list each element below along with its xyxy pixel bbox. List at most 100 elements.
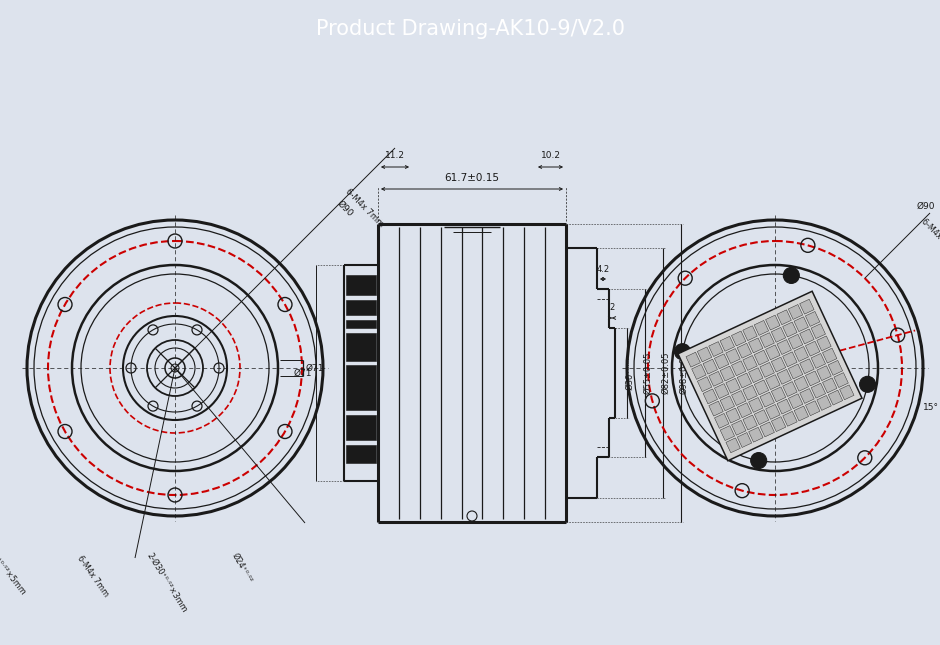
Bar	[346, 275, 376, 295]
Text: Product Drawing-AK10-9/V2.0: Product Drawing-AK10-9/V2.0	[316, 19, 624, 39]
Text: Ø82±0.05: Ø82±0.05	[662, 352, 670, 394]
Text: Ø24⁺⁰·⁰²: Ø24⁺⁰·⁰²	[230, 551, 255, 584]
Polygon shape	[834, 373, 848, 388]
Polygon shape	[709, 372, 723, 386]
Text: Ø90: Ø90	[917, 201, 935, 210]
Polygon shape	[743, 326, 758, 341]
Polygon shape	[772, 357, 786, 372]
Bar	[346, 320, 376, 328]
Polygon shape	[765, 315, 780, 330]
Polygon shape	[731, 421, 746, 435]
Polygon shape	[720, 426, 735, 441]
Polygon shape	[794, 346, 808, 361]
Polygon shape	[777, 399, 791, 414]
Text: 6-M4x 7mm: 6-M4x 7mm	[75, 553, 110, 599]
Polygon shape	[777, 310, 791, 324]
Polygon shape	[760, 333, 775, 348]
Polygon shape	[771, 328, 786, 342]
Text: 6-M4x 7mm: 6-M4x 7mm	[344, 187, 385, 228]
Polygon shape	[760, 392, 775, 407]
Polygon shape	[754, 350, 769, 365]
Polygon shape	[714, 354, 728, 369]
Bar	[346, 333, 376, 361]
Polygon shape	[800, 388, 814, 403]
Polygon shape	[806, 312, 820, 326]
Polygon shape	[726, 379, 740, 393]
Polygon shape	[794, 406, 808, 421]
Polygon shape	[789, 394, 803, 409]
Polygon shape	[748, 397, 763, 412]
Polygon shape	[743, 355, 758, 370]
Polygon shape	[766, 404, 780, 419]
Polygon shape	[754, 410, 769, 424]
Polygon shape	[777, 340, 791, 355]
Polygon shape	[783, 322, 797, 337]
Polygon shape	[811, 383, 825, 398]
Text: 6-M4x 4mm: 6-M4x 4mm	[920, 217, 940, 257]
Polygon shape	[726, 438, 741, 453]
Polygon shape	[811, 324, 825, 339]
Text: Ø30⁺⁰·⁰²: Ø30⁺⁰·⁰²	[625, 356, 634, 390]
Bar	[346, 415, 376, 440]
Polygon shape	[737, 433, 752, 448]
Text: 2: 2	[609, 304, 615, 312]
Polygon shape	[806, 401, 820, 415]
Polygon shape	[760, 422, 775, 437]
Polygon shape	[806, 341, 820, 356]
Polygon shape	[839, 385, 854, 400]
Polygon shape	[754, 321, 769, 335]
Polygon shape	[817, 336, 831, 351]
Polygon shape	[709, 401, 723, 416]
Polygon shape	[772, 417, 786, 432]
Polygon shape	[800, 359, 814, 373]
Polygon shape	[748, 368, 763, 382]
Polygon shape	[720, 396, 734, 411]
Polygon shape	[822, 378, 837, 393]
Polygon shape	[731, 391, 746, 406]
Text: Ø98±0.08: Ø98±0.08	[680, 352, 688, 394]
Polygon shape	[703, 359, 717, 374]
Polygon shape	[760, 362, 775, 377]
Text: Ø71: Ø71	[306, 364, 324, 373]
Polygon shape	[754, 380, 769, 395]
Text: Ø55±0.05: Ø55±0.05	[644, 352, 652, 394]
Polygon shape	[709, 342, 723, 357]
Polygon shape	[726, 408, 741, 423]
Polygon shape	[737, 403, 752, 418]
Text: 4.2: 4.2	[597, 264, 609, 273]
Polygon shape	[822, 348, 837, 363]
Bar	[346, 365, 376, 410]
Polygon shape	[714, 384, 728, 399]
Polygon shape	[737, 343, 752, 358]
Polygon shape	[720, 336, 734, 352]
Polygon shape	[800, 299, 814, 314]
Polygon shape	[828, 390, 842, 405]
Polygon shape	[743, 415, 758, 430]
Circle shape	[751, 453, 767, 468]
Polygon shape	[811, 353, 825, 368]
Polygon shape	[720, 366, 734, 381]
Polygon shape	[731, 361, 746, 375]
Polygon shape	[783, 382, 797, 397]
Polygon shape	[686, 352, 700, 367]
Polygon shape	[697, 347, 712, 362]
Polygon shape	[703, 389, 717, 404]
Polygon shape	[783, 352, 797, 367]
Text: 2-Ø30⁺⁰·⁰²×3mm: 2-Ø30⁺⁰·⁰²×3mm	[145, 551, 189, 615]
Circle shape	[859, 376, 875, 392]
Polygon shape	[731, 331, 745, 346]
Polygon shape	[772, 387, 786, 402]
Polygon shape	[817, 366, 831, 381]
Polygon shape	[678, 292, 862, 461]
Text: Ø180⁺⁰·⁰²×5mm: Ø180⁺⁰·⁰²×5mm	[0, 539, 27, 597]
Polygon shape	[828, 361, 842, 375]
Text: 10.2: 10.2	[541, 152, 561, 161]
Text: 11.2: 11.2	[385, 152, 405, 161]
Polygon shape	[794, 317, 808, 332]
Circle shape	[783, 268, 799, 283]
Polygon shape	[697, 377, 712, 392]
Polygon shape	[714, 413, 728, 428]
Polygon shape	[726, 348, 740, 363]
Polygon shape	[783, 412, 797, 426]
Polygon shape	[789, 304, 803, 319]
